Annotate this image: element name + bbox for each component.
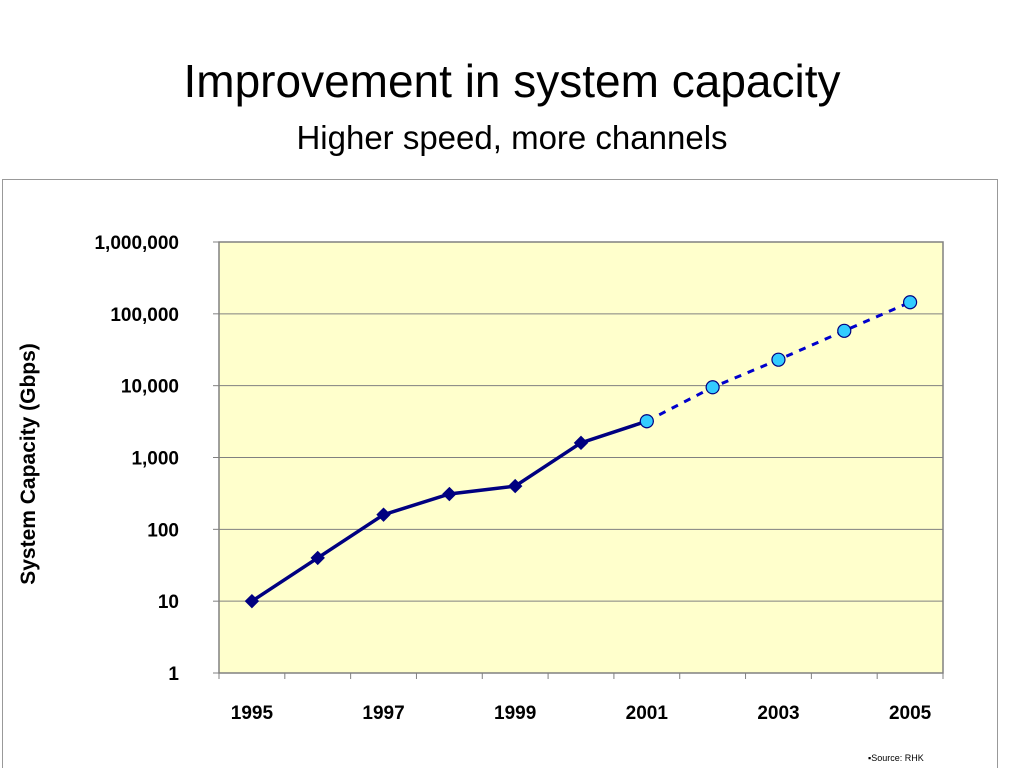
y-tick-labels: 1 10 100 1,000 10,000 100,000 1,000,000 [94, 233, 179, 685]
slide-title: Improvement in system capacity [183, 55, 841, 107]
data-point-diamond [310, 550, 325, 566]
x-tick-label: 1995 [231, 703, 274, 724]
data-point-diamond [244, 593, 260, 609]
data-point-circle [705, 380, 720, 395]
y-tick-label: 10 [158, 592, 179, 613]
source-bullet: ▪ [868, 753, 872, 763]
data-point-circle [902, 295, 918, 310]
x-tick-label: 2003 [757, 703, 799, 724]
x-tick-label: 1999 [494, 703, 536, 724]
data-point-diamond [507, 478, 523, 494]
y-tick-label: 10,000 [121, 377, 179, 398]
y-axis-label: System Capacity (Gbps) [17, 343, 40, 585]
chart-frame: 1 10 100 1,000 10,000 100,000 1,000,000 1995 19… [2, 179, 998, 768]
data-point-diamond [573, 435, 589, 451]
source-note: ▪Source: RHK [868, 753, 924, 763]
data-point-diamond [376, 507, 391, 522]
data-point-circle [771, 352, 786, 367]
y-tick-label: 100 [147, 520, 179, 541]
data-point-diamond [442, 486, 457, 502]
x-tick-label: 1997 [362, 703, 404, 724]
plot-area [213, 241, 944, 679]
x-tick-labels: 1995 1997 1999 2001 2003 2005 [231, 703, 932, 724]
x-tick-label: 2005 [889, 703, 932, 724]
y-tick-label: 1,000,000 [94, 233, 179, 254]
series-layer [244, 295, 918, 609]
slide-subtitle: Higher speed, more channels [296, 119, 728, 156]
y-tick-label: 1 [168, 664, 179, 685]
x-tick-label: 2001 [626, 703, 669, 724]
y-tick-label: 1,000 [131, 449, 179, 470]
y-tick-label: 100,000 [110, 305, 179, 326]
data-point-circle [639, 414, 654, 429]
source-text: Source: RHK [871, 753, 924, 763]
data-point-circle [837, 323, 852, 338]
